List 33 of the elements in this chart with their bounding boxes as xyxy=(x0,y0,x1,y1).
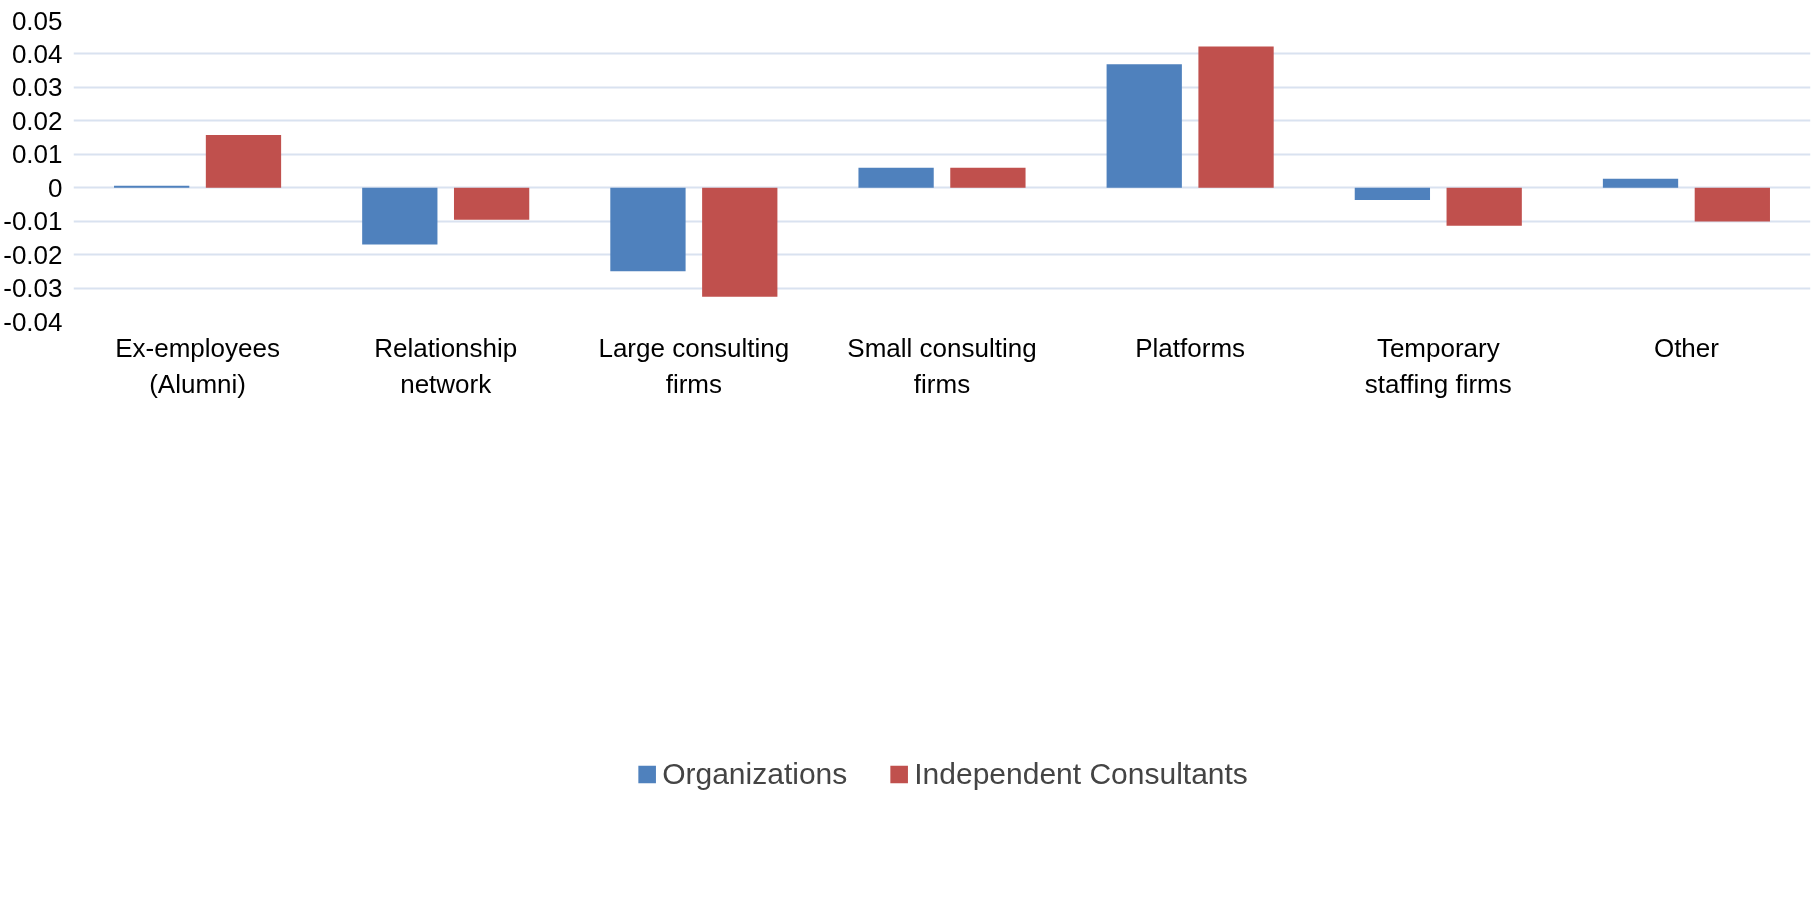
bar xyxy=(453,187,530,220)
y-tick-label: -0.04 xyxy=(3,306,63,337)
bar xyxy=(1694,187,1770,222)
x-tick-label: Platforms xyxy=(1135,332,1246,363)
x-tick-label: Ex-employees (Alumni) xyxy=(115,332,280,399)
bar xyxy=(1198,46,1274,188)
x-tick-label: Relationship network xyxy=(374,332,518,399)
y-tick-label: 0.01 xyxy=(11,139,63,170)
bar xyxy=(702,187,778,297)
y-tick-label: 0.05 xyxy=(11,5,63,36)
bar xyxy=(114,185,190,188)
y-tick-label: 0.02 xyxy=(11,105,63,136)
bar xyxy=(858,167,934,188)
legend-label: Independent Consultants xyxy=(914,756,1248,791)
x-tick-label: Temporary staffing firms xyxy=(1364,332,1512,399)
legend-label: Organizations xyxy=(662,756,848,791)
y-tick-label: 0.03 xyxy=(11,72,63,103)
y-tick-label: -0.03 xyxy=(3,273,63,304)
bar xyxy=(610,187,686,272)
x-tick-label: Other xyxy=(1653,332,1720,363)
y-tick-label: -0.02 xyxy=(3,239,63,270)
bar xyxy=(362,187,438,245)
bar xyxy=(950,167,1026,188)
bar xyxy=(1106,64,1182,188)
bar xyxy=(205,134,282,188)
x-tick-label: Large consulting firms xyxy=(598,332,790,399)
x-tick-label: Small consulting firms xyxy=(847,332,1037,399)
y-tick-label: 0 xyxy=(48,172,63,203)
bar xyxy=(1354,187,1431,201)
bar xyxy=(1446,187,1522,226)
y-tick-label: 0.04 xyxy=(11,38,63,69)
y-tick-label: -0.01 xyxy=(3,206,63,237)
bar xyxy=(1602,178,1679,188)
